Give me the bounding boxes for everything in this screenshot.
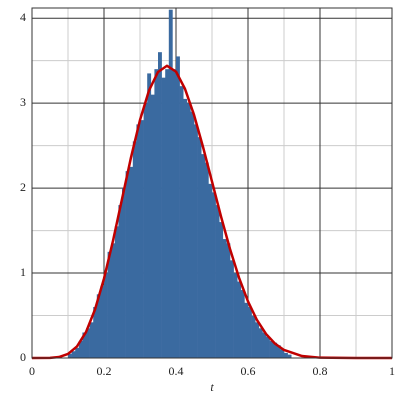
x-axis-label: t	[210, 380, 214, 394]
histogram-bar	[284, 352, 288, 358]
histogram-bar	[255, 322, 260, 358]
histogram-bar	[237, 281, 242, 358]
histogram-bar	[89, 322, 94, 358]
histogram-bar	[86, 328, 90, 358]
y-tick-label: 4	[20, 10, 26, 24]
histogram-bar	[222, 239, 227, 358]
x-tick-label: 0.4	[169, 364, 184, 378]
y-tick-label: 3	[20, 95, 26, 109]
histogram-bar	[179, 86, 184, 359]
histogram-bar	[251, 315, 256, 358]
density-curve	[31, 64, 392, 360]
y-tick-label: 2	[20, 180, 26, 194]
histogram-bar	[111, 243, 116, 358]
x-tick-label: 0.2	[97, 364, 112, 378]
histogram-bar	[258, 328, 263, 358]
histogram-bar	[186, 103, 191, 358]
histogram-bar	[190, 111, 195, 358]
histogram-bar	[100, 285, 105, 358]
histogram-bar	[114, 226, 119, 358]
histogram-bar	[194, 124, 198, 359]
histogram-bar	[122, 188, 126, 358]
histogram-bar	[201, 154, 206, 358]
x-tick-label: 0.6	[241, 364, 256, 378]
x-tick-label: 1	[389, 364, 395, 378]
histogram-bar	[183, 98, 188, 358]
histogram-bar	[266, 336, 270, 358]
histogram-bar	[287, 354, 292, 358]
histogram-bar	[204, 162, 209, 358]
histogram-bar	[93, 307, 98, 358]
histogram-bar	[147, 73, 152, 358]
histogram-bar	[104, 273, 108, 358]
histogram-bar	[136, 124, 141, 359]
histogram-bar	[273, 342, 278, 358]
histogram-bar	[165, 69, 170, 359]
histogram-bar	[197, 137, 202, 358]
x-tick-label: 0	[29, 364, 35, 378]
histogram-bar	[154, 69, 159, 359]
histogram-bar	[176, 56, 180, 358]
histogram-bar	[212, 192, 216, 358]
histogram-bar	[276, 345, 281, 358]
histogram-bar	[233, 273, 238, 358]
histogram-bar	[132, 141, 137, 358]
histogram-bar	[150, 94, 155, 358]
histogram-bar	[219, 222, 224, 358]
histogram-bar	[75, 347, 80, 358]
histogram-bar	[140, 120, 144, 358]
y-tick-label: 1	[20, 265, 26, 279]
histogram-bar	[262, 332, 267, 358]
histogram-bar	[161, 77, 166, 359]
histogram-bar	[78, 341, 83, 358]
y-tick-label: 0	[20, 350, 26, 364]
histogram-bar	[96, 294, 101, 358]
histogram-bar	[248, 307, 252, 358]
histogram-bar	[107, 251, 112, 358]
histogram-bar	[82, 332, 87, 358]
histogram-bar	[215, 205, 220, 358]
histogram-bar	[269, 341, 274, 358]
histogram-bar	[208, 183, 213, 358]
histogram-bar	[125, 171, 130, 358]
histogram-bar	[226, 243, 231, 358]
histogram-bar	[244, 302, 249, 358]
histogram-bar	[240, 290, 245, 358]
x-tick-label: 0.8	[313, 364, 328, 378]
histogram-bar	[168, 9, 173, 358]
histogram-bar	[129, 166, 134, 358]
histogram-bar	[143, 103, 148, 358]
plot-frame	[31, 7, 393, 359]
histogram-bar	[118, 205, 123, 358]
histogram-bar	[280, 349, 285, 358]
histogram-bar	[68, 353, 72, 358]
histogram-bar	[230, 260, 234, 358]
histogram-bar	[172, 69, 177, 359]
histogram-bar	[158, 52, 162, 359]
histogram-bar	[71, 351, 76, 358]
